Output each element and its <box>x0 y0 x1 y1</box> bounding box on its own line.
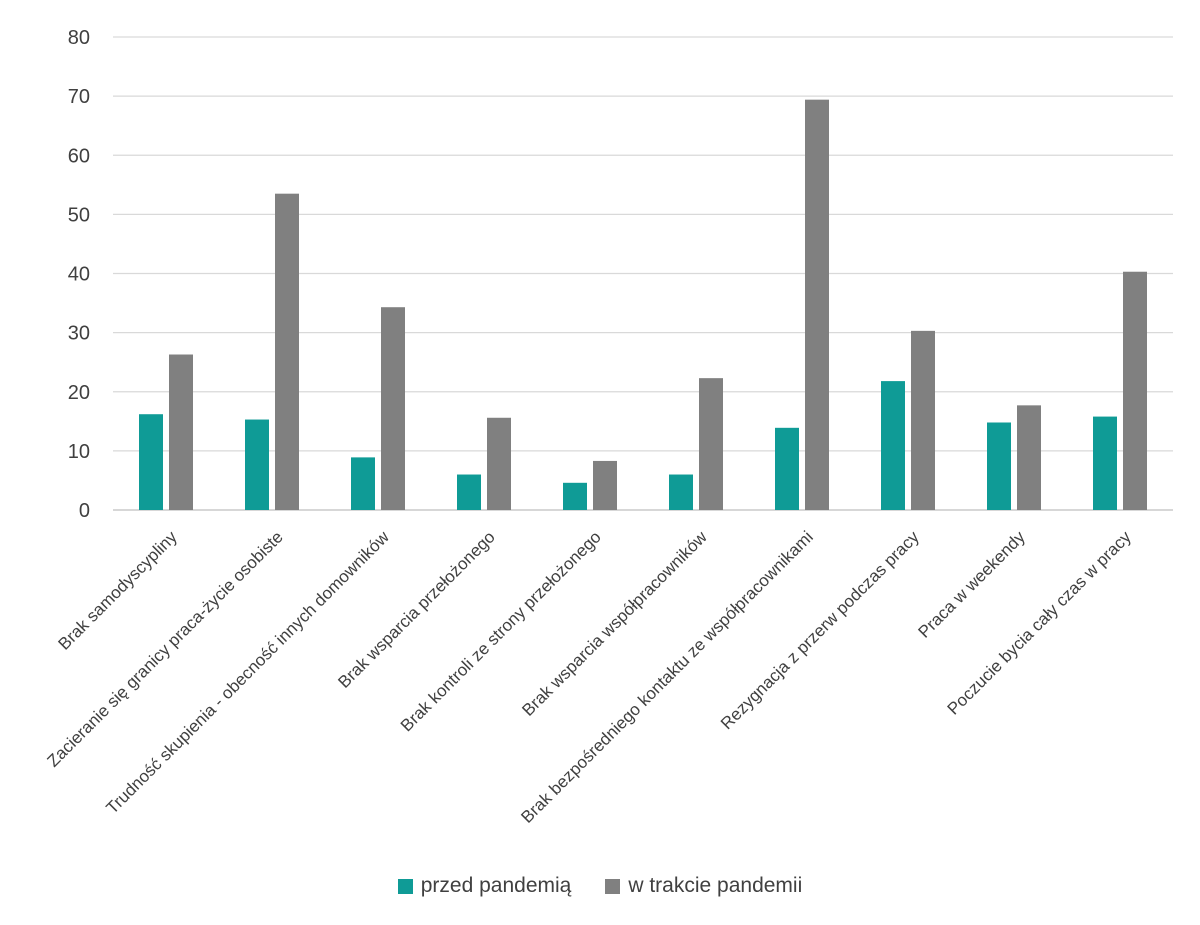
x-tick-label: Rezygnacja z przerw podczas pracy <box>717 527 923 733</box>
legend-item-before: przed pandemią <box>397 874 572 898</box>
bar-przed-pandemia <box>775 427 799 510</box>
bar-przed-pandemia <box>669 474 693 510</box>
legend-swatch-before <box>397 878 413 894</box>
x-tick-label: Poczucie bycia cały czas w pracy <box>944 527 1135 718</box>
bar-przed-pandemia <box>457 474 481 510</box>
y-tick-label: 40 <box>68 264 90 286</box>
bar-w-trakcie-pandemii <box>805 99 829 511</box>
x-tick-label: Brak wsparcia współpracowników <box>518 527 711 720</box>
bar-w-trakcie-pandemii <box>1123 271 1147 510</box>
legend-swatch-during <box>605 878 621 894</box>
y-tick-label: 80 <box>68 27 90 49</box>
legend: przed pandemią w trakcie pandemii <box>0 868 1200 904</box>
bar-przed-pandemia <box>245 419 269 510</box>
y-tick-label: 60 <box>68 145 90 167</box>
bar-przed-pandemia <box>987 422 1011 510</box>
x-tick-label: Brak samodyscypliny <box>54 527 181 654</box>
gridlines <box>113 36 1173 511</box>
bar-przed-pandemia <box>563 482 587 510</box>
bar-przed-pandemia <box>1093 416 1117 510</box>
y-tick-label: 10 <box>68 441 90 463</box>
legend-item-during: w trakcie pandemii <box>605 874 802 898</box>
bar-w-trakcie-pandemii <box>275 193 299 510</box>
y-tick-label: 70 <box>68 86 90 108</box>
bar-w-trakcie-pandemii <box>487 417 511 510</box>
bar-w-trakcie-pandemii <box>381 307 405 510</box>
bar-w-trakcie-pandemii <box>593 460 617 510</box>
bar-przed-pandemia <box>351 457 375 510</box>
bar-przed-pandemia <box>881 381 905 510</box>
bar-w-trakcie-pandemii <box>169 354 193 510</box>
y-tick-label: 20 <box>68 382 90 404</box>
y-tick-label: 30 <box>68 323 90 345</box>
bar-w-trakcie-pandemii <box>911 330 935 510</box>
x-tick-label: Zacieranie się granicy praca-życie osobi… <box>44 527 287 770</box>
legend-label-during: w trakcie pandemii <box>628 874 803 897</box>
bars <box>139 99 1147 511</box>
x-tick-label: Praca w weekendy <box>914 527 1029 642</box>
y-axis: 0 10 20 30 40 50 60 70 80 <box>68 27 90 522</box>
bar-w-trakcie-pandemii <box>699 378 723 510</box>
bar-w-trakcie-pandemii <box>1017 405 1041 510</box>
y-tick-label: 50 <box>68 204 90 226</box>
x-tick-label: Brak kontroli ze strony przełożonego <box>397 527 605 735</box>
legend-label-before: przed pandemią <box>420 874 572 897</box>
y-tick-label: 0 <box>79 500 90 522</box>
bar-przed-pandemia <box>139 414 163 510</box>
